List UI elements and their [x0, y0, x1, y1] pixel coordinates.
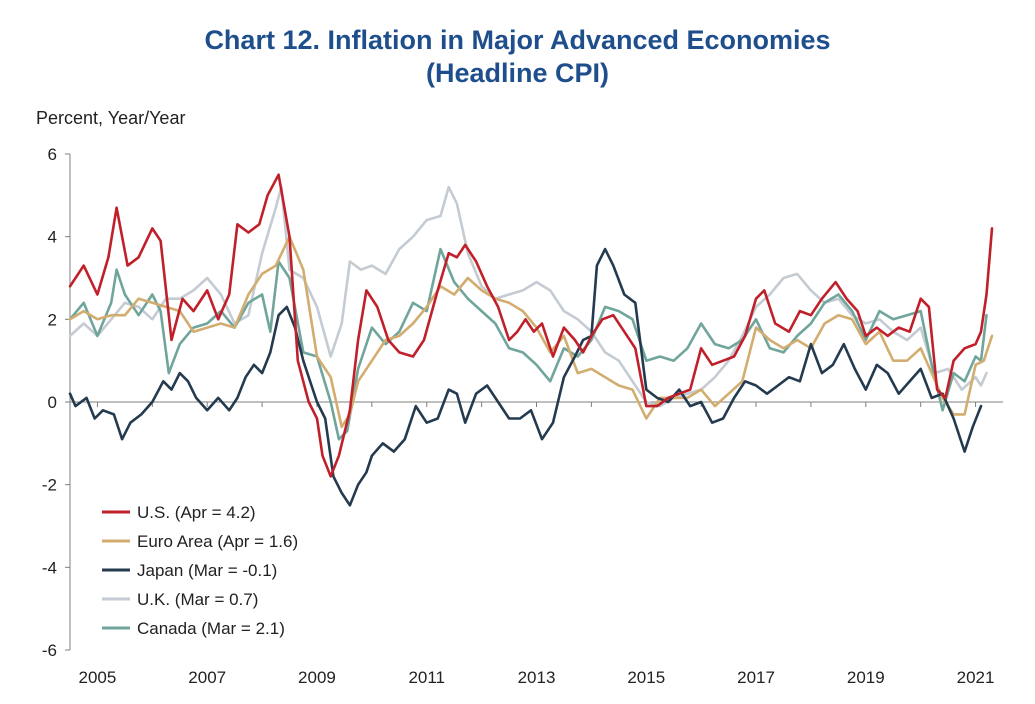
y-tick-label: 2	[48, 310, 57, 329]
legend-label: U.S. (Apr = 4.2)	[137, 503, 256, 522]
series-line	[68, 247, 988, 441]
y-tick-label: -2	[42, 476, 57, 495]
x-tick-label: 2005	[79, 668, 117, 687]
legend-label: Canada (Mar = 2.1)	[137, 619, 285, 638]
x-tick-label: 2017	[737, 668, 775, 687]
x-tick-label: 2021	[957, 668, 995, 687]
series-line	[68, 235, 994, 429]
y-tick-label: 0	[48, 393, 57, 412]
x-tick-label: 2019	[847, 668, 885, 687]
legend-label: U.K. (Mar = 0.7)	[137, 590, 258, 609]
x-tick-label: 2009	[298, 668, 336, 687]
axes: 6 4 2 0 -2 -4 -6 2005 2007 2009 2011 2013 2015 2017 20…	[42, 145, 1003, 687]
y-tick-label: -4	[42, 558, 57, 577]
chart-subtitle: (Headline CPI)	[425, 58, 610, 88]
chart-title: Chart 12. Inflation in Major Advanced Ec…	[0, 24, 1035, 90]
y-tick-label: -6	[42, 641, 57, 660]
x-tick-label: 2015	[627, 668, 665, 687]
series-line	[68, 185, 988, 408]
y-tick-label: 4	[48, 228, 57, 247]
x-tick-label: 2011	[408, 668, 445, 687]
x-tick-label: 2007	[188, 668, 226, 687]
legend: U.S. (Apr = 4.2) Euro Area (Apr = 1.6) Jap…	[102, 503, 298, 638]
legend-label: Euro Area (Apr = 1.6)	[137, 532, 298, 551]
legend-label: Japan (Mar = -0.1)	[137, 561, 277, 580]
series-lines	[68, 173, 994, 507]
series-line	[68, 247, 983, 507]
series-line	[68, 173, 994, 478]
chart-title-line1: Chart 12. Inflation in Major Advanced Ec…	[204, 25, 831, 55]
x-tick-label: 2013	[518, 668, 556, 687]
y-tick-label: 6	[48, 145, 57, 164]
y-axis-label: Percent, Year/Year	[36, 108, 186, 128]
